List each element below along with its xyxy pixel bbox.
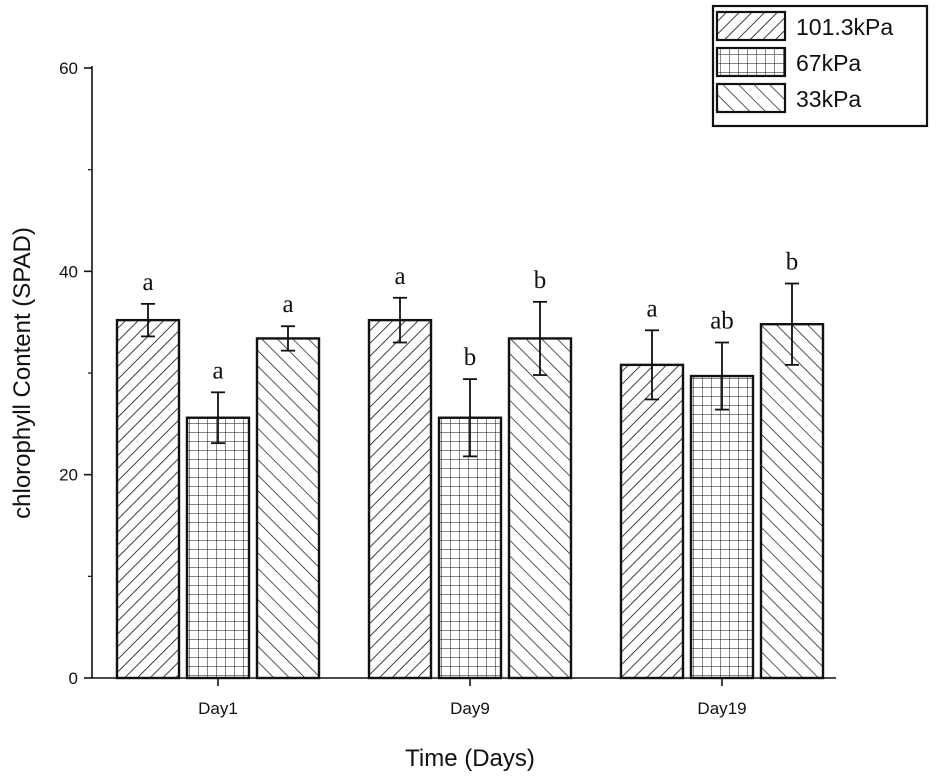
bars [115, 318, 825, 680]
significance-label: b [534, 267, 547, 294]
legend-label: 101.3kPa [796, 14, 893, 40]
bar [255, 337, 321, 680]
y-tick-label: 0 [69, 669, 78, 688]
y-tick-label: 40 [59, 262, 78, 281]
y-tick-label: 60 [59, 59, 78, 78]
significance-label: a [282, 291, 293, 318]
error-bars [141, 282, 799, 458]
bar [759, 323, 825, 680]
significance-label: ab [710, 308, 734, 335]
bar [115, 318, 181, 680]
significance-label: b [464, 344, 477, 371]
significance-label: a [394, 263, 405, 290]
significance-label: a [646, 295, 657, 322]
x-tick-label: Day1 [198, 699, 238, 718]
legend-swatch [715, 82, 787, 114]
x-tick-label: Day9 [450, 699, 490, 718]
bar [689, 374, 755, 680]
bar [437, 416, 503, 680]
legend-swatch [715, 10, 787, 42]
y-axis-title: chlorophyll Content (SPAD) [9, 227, 36, 519]
bar [507, 337, 573, 680]
legend: 101.3kPa 67kPa 33kPa [711, 4, 929, 128]
legend-swatch [715, 46, 787, 78]
y-axis: 0 20 40 60 [59, 59, 93, 688]
bar [619, 363, 685, 680]
x-tick-label: Day19 [697, 699, 746, 718]
significance-label: a [142, 269, 153, 296]
bar [185, 416, 251, 680]
legend-label: 33kPa [796, 86, 861, 112]
significance-label: a [212, 357, 223, 384]
y-tick-label: 20 [59, 466, 78, 485]
bar [367, 318, 433, 680]
legend-label: 67kPa [796, 50, 861, 76]
x-axis-title: Time (Days) [405, 745, 535, 772]
x-axis: Day1 Day9 Day19 [92, 677, 836, 718]
significance-label: b [786, 249, 799, 276]
